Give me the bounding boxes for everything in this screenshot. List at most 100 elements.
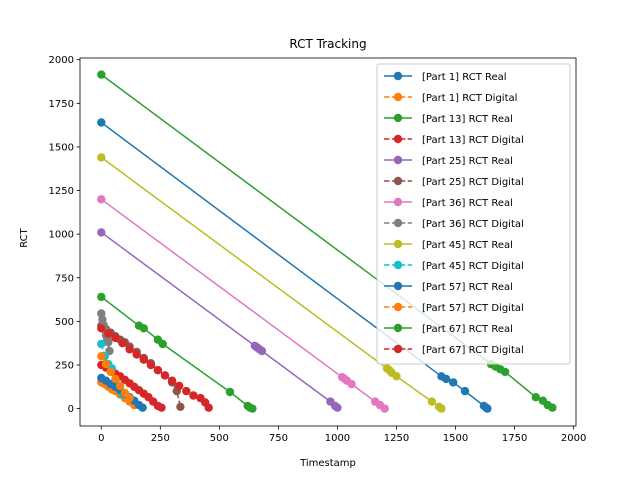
legend-item: [Part 1] RCT Real (384, 71, 507, 83)
data-point (347, 379, 356, 389)
data-point (160, 371, 170, 380)
data-point (101, 359, 111, 369)
data-point (392, 372, 401, 381)
data-point (97, 339, 106, 349)
series-11 (97, 352, 134, 403)
data-point (138, 403, 147, 412)
y-tick-label: 1250 (49, 186, 74, 197)
data-point (175, 381, 184, 391)
data-point (176, 402, 185, 411)
legend-box (376, 63, 571, 365)
legend-label: [Part 13] RCT Digital (422, 135, 524, 146)
series-8 (97, 153, 446, 413)
y-tick-label: 500 (55, 317, 74, 328)
x-tick-label: 750 (269, 433, 288, 444)
legend-marker (393, 323, 403, 333)
series-group (97, 70, 557, 413)
legend-label: [Part 25] RCT Real (422, 156, 513, 167)
data-point (97, 324, 106, 333)
data-point (158, 339, 167, 349)
legend-label: [Part 1] RCT Digital (422, 93, 517, 104)
data-point (132, 350, 141, 359)
data-point (449, 378, 458, 387)
series-6 (97, 195, 389, 413)
data-point (97, 352, 106, 361)
legend-item: [Part 1] RCT Digital (384, 92, 517, 104)
legend-item: [Part 45] RCT Digital (384, 260, 524, 272)
legend-marker (393, 155, 403, 165)
legend-marker (393, 71, 403, 81)
data-point (333, 403, 342, 412)
legend: [Part 1] RCT Real [Part 1] RCT Digital [Pa… (376, 63, 571, 365)
series-2 (97, 70, 557, 412)
legend-label: [Part 36] RCT Real (422, 198, 513, 209)
data-point (116, 381, 125, 391)
legend-marker (393, 92, 403, 102)
data-point (460, 386, 470, 396)
data-point (97, 195, 106, 204)
legend-label: [Part 45] RCT Real (422, 240, 513, 251)
data-point (167, 376, 177, 385)
chart-title: RCT Tracking (289, 37, 366, 51)
data-point (146, 360, 156, 370)
data-point (97, 292, 106, 302)
plot-area: 0 250 500 750 1000 1250 1500 1750 2000 0 250 500 750… (49, 55, 587, 444)
legend-label: [Part 25] RCT Digital (422, 177, 524, 188)
data-point (157, 403, 166, 412)
data-point (125, 345, 134, 354)
legend-marker (393, 260, 403, 270)
legend-label: [Part 67] RCT Digital (422, 345, 524, 356)
series-4 (97, 228, 342, 412)
x-tick-label: 1500 (443, 433, 468, 444)
data-point (104, 338, 113, 347)
legend-marker (393, 344, 403, 354)
data-point (483, 404, 492, 413)
legend-item: [Part 25] RCT Digital (384, 176, 524, 188)
x-tick-label: 1000 (325, 433, 350, 444)
data-point (104, 329, 113, 338)
data-point (125, 393, 134, 403)
y-tick-label: 2000 (49, 55, 74, 66)
legend-item: [Part 36] RCT Digital (384, 218, 524, 230)
data-point (97, 153, 106, 162)
y-tick-label: 1750 (49, 99, 74, 110)
data-point (548, 403, 557, 412)
legend-label: [Part 57] RCT Real (422, 282, 513, 293)
data-point (97, 228, 106, 237)
x-tick-label: 250 (151, 433, 170, 444)
legend-item: [Part 25] RCT Real (384, 155, 513, 167)
data-point (189, 391, 198, 400)
data-point (248, 404, 257, 413)
y-tick-label: 750 (55, 273, 74, 284)
legend-item: [Part 57] RCT Digital (384, 302, 524, 314)
legend-marker (393, 281, 403, 291)
data-point (106, 367, 115, 377)
x-tick-label: 0 (98, 433, 104, 444)
x-tick-label: 1250 (384, 433, 409, 444)
data-point (118, 339, 127, 348)
data-point (204, 403, 213, 412)
data-point (427, 397, 437, 406)
legend-item: [Part 36] RCT Real (384, 197, 513, 209)
legend-item: [Part 67] RCT Digital (384, 344, 524, 356)
x-tick-label: 1750 (502, 433, 527, 444)
data-point (153, 366, 163, 375)
x-tick-label: 2000 (561, 433, 586, 444)
data-point (139, 324, 148, 333)
legend-marker (393, 302, 403, 312)
legend-item: [Part 57] RCT Real (384, 281, 513, 293)
legend-item: [Part 13] RCT Digital (384, 134, 524, 146)
data-point (437, 404, 446, 413)
legend-label: [Part 36] RCT Digital (422, 219, 524, 230)
series-13 (97, 324, 213, 412)
legend-item: [Part 45] RCT Real (384, 239, 513, 251)
legend-marker (393, 218, 403, 228)
data-point (380, 404, 389, 413)
legend-label: [Part 45] RCT Digital (422, 261, 524, 272)
data-point (182, 386, 191, 396)
series-0 (97, 118, 492, 413)
legend-marker (393, 113, 403, 123)
series-12 (97, 292, 257, 413)
legend-marker (393, 239, 403, 249)
legend-marker (393, 176, 403, 186)
